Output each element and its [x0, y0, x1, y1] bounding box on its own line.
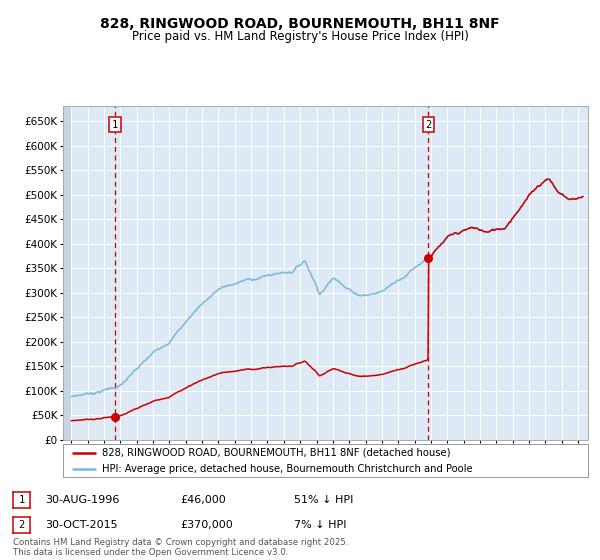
Text: 828, RINGWOOD ROAD, BOURNEMOUTH, BH11 8NF: 828, RINGWOOD ROAD, BOURNEMOUTH, BH11 8N… — [100, 17, 500, 31]
Text: 30-AUG-1996: 30-AUG-1996 — [45, 495, 119, 505]
Text: Contains HM Land Registry data © Crown copyright and database right 2025.
This d: Contains HM Land Registry data © Crown c… — [13, 538, 349, 557]
Text: Price paid vs. HM Land Registry's House Price Index (HPI): Price paid vs. HM Land Registry's House … — [131, 30, 469, 43]
Text: £46,000: £46,000 — [180, 495, 226, 505]
Text: 7% ↓ HPI: 7% ↓ HPI — [294, 520, 347, 530]
Text: 30-OCT-2015: 30-OCT-2015 — [45, 520, 118, 530]
Text: 2: 2 — [19, 520, 25, 530]
Text: 1: 1 — [19, 495, 25, 505]
Text: 2: 2 — [425, 120, 431, 130]
Text: 828, RINGWOOD ROAD, BOURNEMOUTH, BH11 8NF (detached house): 828, RINGWOOD ROAD, BOURNEMOUTH, BH11 8N… — [103, 447, 451, 458]
Text: 51% ↓ HPI: 51% ↓ HPI — [294, 495, 353, 505]
Text: £370,000: £370,000 — [180, 520, 233, 530]
Text: HPI: Average price, detached house, Bournemouth Christchurch and Poole: HPI: Average price, detached house, Bour… — [103, 464, 473, 474]
Text: 1: 1 — [112, 120, 118, 130]
